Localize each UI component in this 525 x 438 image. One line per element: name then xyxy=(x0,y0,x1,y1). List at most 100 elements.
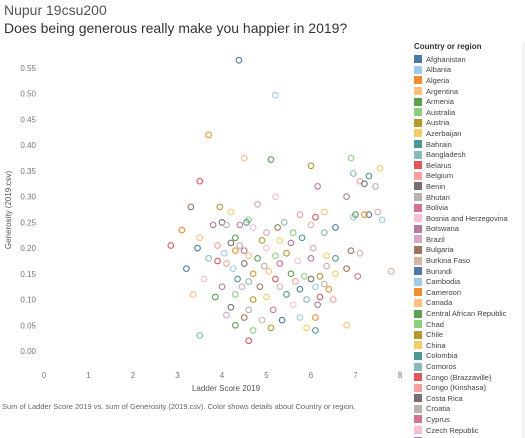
data-point[interactable] xyxy=(347,154,355,162)
data-point[interactable] xyxy=(332,270,339,278)
legend-item[interactable]: Central African Republic xyxy=(414,308,525,319)
legend-item[interactable]: Chad xyxy=(414,319,525,330)
legend-item[interactable]: Argentina xyxy=(414,86,525,97)
data-point[interactable] xyxy=(227,239,235,247)
data-point[interactable] xyxy=(232,247,239,255)
data-point[interactable] xyxy=(183,265,190,273)
legend-item[interactable]: Denmark xyxy=(414,435,525,438)
legend-item[interactable]: Algeria xyxy=(414,75,525,86)
data-point[interactable] xyxy=(194,244,201,252)
data-point[interactable] xyxy=(332,224,339,231)
data-point[interactable] xyxy=(294,257,302,265)
legend-item[interactable]: Cambodia xyxy=(414,276,525,287)
data-point[interactable] xyxy=(289,229,297,237)
legend-item[interactable]: Brazil xyxy=(414,234,525,245)
data-point[interactable] xyxy=(356,249,364,257)
data-point[interactable] xyxy=(372,182,379,190)
data-point[interactable] xyxy=(365,211,373,218)
legend-item[interactable]: Austria xyxy=(414,118,525,129)
data-point[interactable] xyxy=(240,154,248,162)
data-point[interactable] xyxy=(267,156,275,163)
data-point[interactable] xyxy=(232,234,239,242)
legend-item[interactable]: Bangladesh xyxy=(414,149,525,160)
legend-item[interactable]: Cameroon xyxy=(414,287,525,298)
legend-item[interactable]: Comoros xyxy=(414,361,525,372)
legend-item[interactable]: China xyxy=(414,340,525,351)
data-point[interactable] xyxy=(267,324,275,332)
legend-item[interactable]: Bolivia xyxy=(414,202,525,213)
data-point[interactable] xyxy=(167,242,175,249)
legend-item[interactable]: Albania xyxy=(414,65,525,76)
legend-item[interactable]: Congo (Brazzaville) xyxy=(414,372,525,383)
data-point[interactable] xyxy=(321,280,328,288)
data-point[interactable] xyxy=(249,327,257,334)
data-point[interactable] xyxy=(223,311,230,319)
data-point[interactable] xyxy=(296,211,304,218)
data-point[interactable] xyxy=(314,182,322,190)
data-point[interactable] xyxy=(263,244,270,252)
legend-scrollbar[interactable] xyxy=(522,42,525,438)
data-point[interactable] xyxy=(316,273,324,280)
data-point[interactable] xyxy=(238,283,246,291)
data-point[interactable] xyxy=(312,213,319,221)
data-point[interactable] xyxy=(272,193,279,200)
data-point[interactable] xyxy=(343,265,350,273)
data-point[interactable] xyxy=(209,221,217,229)
legend-item[interactable]: Colombia xyxy=(414,351,525,362)
data-point[interactable] xyxy=(227,303,235,311)
data-point[interactable] xyxy=(249,296,257,303)
legend-list[interactable]: Afghanistan Albania Algeria Argentina Armeni… xyxy=(414,54,525,438)
data-point[interactable] xyxy=(232,291,239,298)
data-point[interactable] xyxy=(187,203,195,211)
data-point[interactable] xyxy=(332,255,339,262)
data-point[interactable] xyxy=(307,221,315,229)
legend-item[interactable]: Costa Rica xyxy=(414,393,525,404)
data-point[interactable] xyxy=(256,283,264,291)
data-point[interactable] xyxy=(314,301,322,309)
legend-item[interactable]: Czech Republic xyxy=(414,425,525,436)
data-point[interactable] xyxy=(300,273,308,280)
data-point[interactable] xyxy=(229,265,237,273)
legend-item[interactable]: Benin xyxy=(414,181,525,192)
data-point[interactable] xyxy=(276,260,284,267)
legend-item[interactable]: Croatia xyxy=(414,404,525,415)
data-point[interactable] xyxy=(323,252,330,260)
data-point[interactable] xyxy=(276,237,284,244)
data-point[interactable] xyxy=(354,273,362,280)
data-point[interactable] xyxy=(205,131,212,139)
legend-item[interactable]: Belgium xyxy=(414,171,525,182)
data-point[interactable] xyxy=(236,221,244,229)
data-point[interactable] xyxy=(254,201,261,208)
data-point[interactable] xyxy=(214,257,221,265)
data-point[interactable] xyxy=(211,293,219,301)
data-point[interactable] xyxy=(263,229,270,237)
data-point[interactable] xyxy=(316,293,324,301)
legend-item[interactable]: Chile xyxy=(414,329,525,340)
data-point[interactable] xyxy=(321,229,328,237)
data-point[interactable] xyxy=(216,203,224,211)
legend-item[interactable]: Burkina Faso xyxy=(414,255,525,266)
data-point[interactable] xyxy=(189,291,197,298)
data-point[interactable] xyxy=(235,56,243,64)
data-point[interactable] xyxy=(312,283,319,291)
data-point[interactable] xyxy=(365,172,373,180)
data-point[interactable] xyxy=(265,267,273,275)
data-point[interactable] xyxy=(347,247,355,255)
data-point[interactable] xyxy=(287,239,295,247)
legend-item[interactable]: Afghanistan xyxy=(414,54,525,65)
data-point[interactable] xyxy=(325,285,333,293)
legend-item[interactable]: Belarus xyxy=(414,160,525,171)
data-point[interactable] xyxy=(260,262,268,270)
data-point[interactable] xyxy=(223,260,230,267)
data-point[interactable] xyxy=(323,262,330,270)
data-point[interactable] xyxy=(296,285,304,293)
data-point[interactable] xyxy=(387,267,395,275)
data-point[interactable] xyxy=(178,226,186,234)
legend-item[interactable]: Cyprus xyxy=(414,414,525,425)
data-point[interactable] xyxy=(343,193,350,200)
data-point[interactable] xyxy=(276,283,284,291)
data-point[interactable] xyxy=(329,296,337,303)
data-point[interactable] xyxy=(272,275,279,283)
data-point[interactable] xyxy=(352,211,359,218)
data-point[interactable] xyxy=(343,321,350,329)
